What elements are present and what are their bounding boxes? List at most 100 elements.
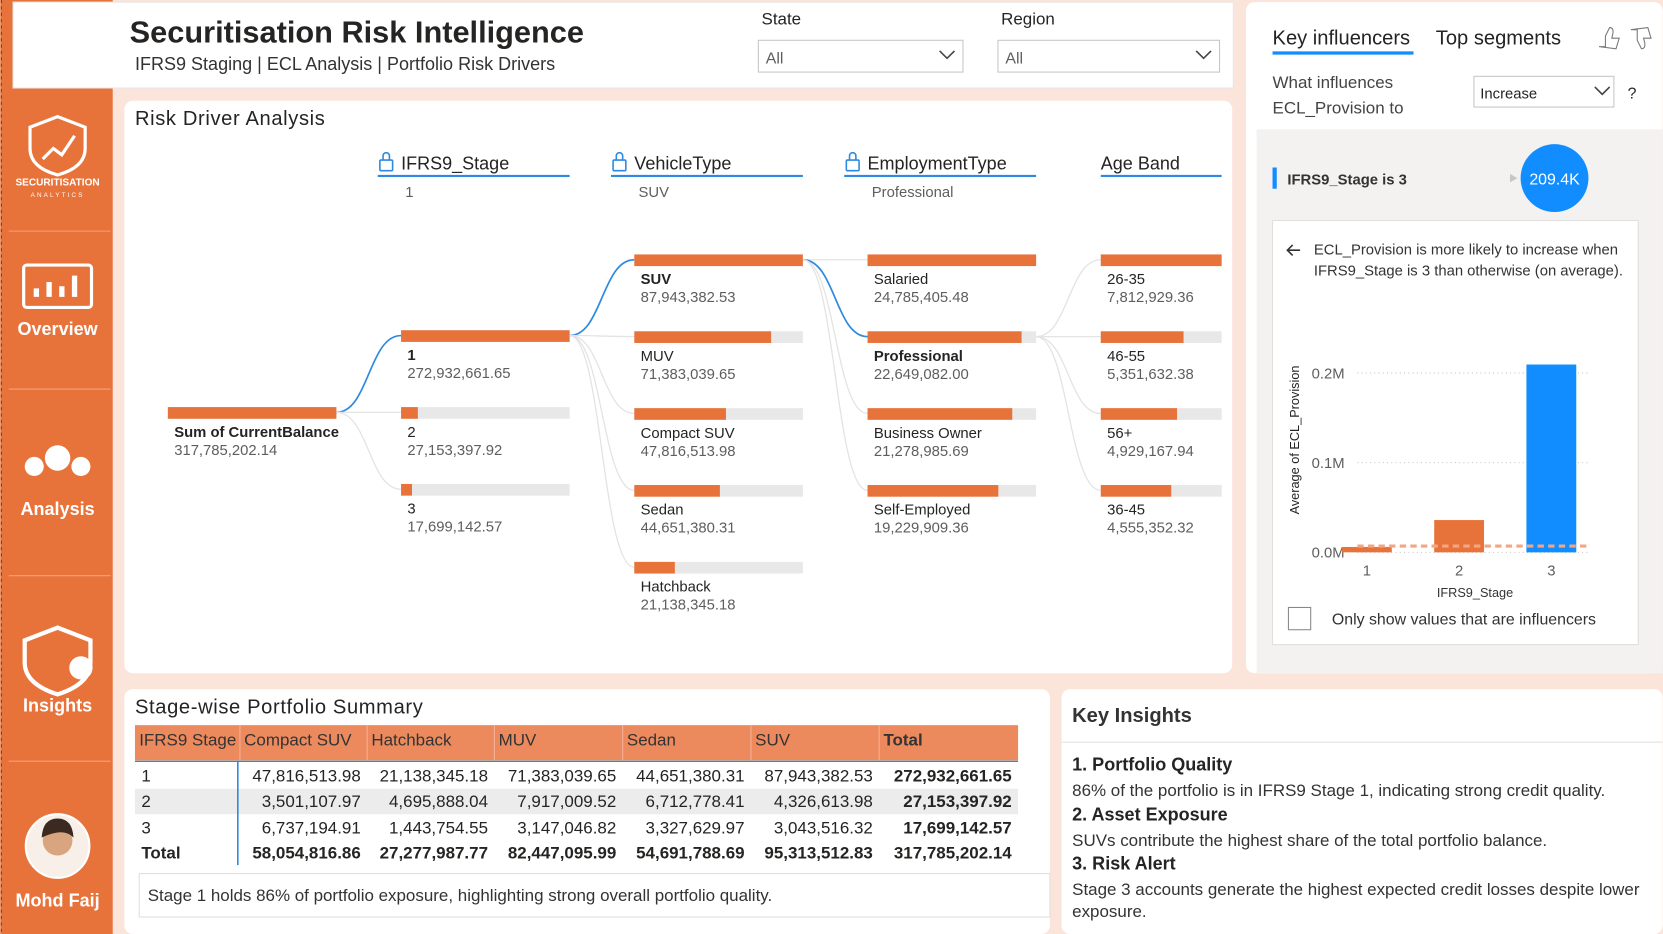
- logo-text: SECURITISATION: [15, 178, 99, 189]
- column-header[interactable]: MUV: [499, 730, 537, 749]
- node-label: Compact SUV: [641, 426, 735, 442]
- nav-icon: [24, 456, 44, 477]
- node-value: 71,383,039.65: [641, 367, 736, 383]
- node-bar: [1100, 485, 1172, 497]
- level-header[interactable]: EmploymentType: [868, 154, 1007, 174]
- node-value: 21,278,985.69: [874, 444, 969, 460]
- bar: [1526, 364, 1577, 553]
- table-cell: 71,383,039.65: [508, 766, 616, 785]
- table-cell: 6,712,778.41: [646, 792, 745, 811]
- table-cell: 44,651,380.31: [636, 766, 744, 785]
- lock-icon: [615, 151, 624, 161]
- lock-icon: [848, 151, 857, 161]
- table-cell: 7,917,009.52: [517, 792, 616, 811]
- lock-icon: [845, 159, 860, 172]
- lock-icon: [612, 159, 627, 172]
- nav-item[interactable]: Overview: [18, 319, 99, 339]
- filter-dropdown[interactable]: [757, 39, 964, 73]
- level-header[interactable]: IFRS9_Stage: [401, 154, 509, 175]
- x-tick-label: 1: [1363, 564, 1371, 580]
- connector: [336, 334, 402, 414]
- node-value: 21,138,345.18: [641, 598, 736, 614]
- text-line: ECL_Provision is more likely to increase…: [1314, 242, 1618, 258]
- insights-panel: [1061, 689, 1663, 934]
- connector: [1036, 335, 1101, 491]
- influencer-label[interactable]: IFRS9_Stage is 3: [1287, 172, 1407, 188]
- nav-icon: [71, 456, 91, 477]
- column-header[interactable]: SUV: [755, 730, 791, 749]
- column-header[interactable]: Sedan: [627, 730, 676, 749]
- influencer-explanation: ECL_Provision is more likely to increase…: [1314, 242, 1623, 279]
- chevron: [939, 50, 956, 60]
- connector: [802, 259, 868, 415]
- node-label: 46-55: [1107, 349, 1145, 365]
- note-box: [138, 873, 1051, 918]
- help[interactable]: ?: [1628, 86, 1637, 103]
- filter-dropdown[interactable]: [997, 39, 1221, 73]
- tab[interactable]: Top segments: [1436, 28, 1561, 50]
- filter-value: All: [1005, 51, 1023, 68]
- text-line: 86% of the portfolio is in IFRS9 Stage 1…: [1072, 781, 1605, 800]
- column-header[interactable]: Hatchback: [371, 730, 452, 749]
- node-value: 22,649,082.00: [874, 367, 969, 383]
- table-cell: 3,327,629.97: [646, 818, 745, 837]
- table-cell: 6,737,194.91: [262, 818, 361, 837]
- x-tick-label: 3: [1547, 564, 1555, 580]
- y-tick-label: 0.1M: [1312, 456, 1345, 472]
- level-header[interactable]: Age Band: [1101, 154, 1180, 174]
- node-bar: [634, 331, 772, 343]
- node-label: Self-Employed: [874, 503, 970, 519]
- connector: [569, 334, 635, 338]
- node-bar: [401, 407, 418, 419]
- influencer-value: 209.4K: [1529, 171, 1580, 188]
- text-line: ECL_Provision to: [1273, 98, 1404, 117]
- level-selection: 1: [405, 185, 413, 201]
- column-header[interactable]: Compact SUV: [244, 730, 352, 749]
- node-label: 56+: [1107, 426, 1132, 442]
- influencer-arrow: [1510, 173, 1518, 183]
- insight-text: Stage 3 accounts generate the highest ex…: [1072, 880, 1640, 921]
- column-header[interactable]: Total: [883, 730, 922, 749]
- root-bar: [167, 407, 337, 419]
- x-tick-label: 2: [1455, 564, 1463, 580]
- tab[interactable]: Key influencers: [1273, 28, 1411, 50]
- bar-track: [401, 407, 570, 419]
- level-header[interactable]: VehicleType: [634, 154, 731, 174]
- table-cell: 3,147,046.82: [517, 818, 616, 837]
- node-bar: [634, 408, 726, 420]
- table-cell: 95,313,512.83: [764, 844, 872, 863]
- filter-value: All: [766, 51, 784, 68]
- column-header[interactable]: IFRS9 Stage: [139, 730, 236, 749]
- back-arrow[interactable]: [1286, 244, 1301, 257]
- node-value: 47,816,513.98: [641, 444, 736, 460]
- table-cell: 87,943,382.53: [764, 766, 872, 785]
- node-value: 317,785,202.14: [174, 443, 277, 459]
- y-tick-label: 0.2M: [1312, 366, 1345, 382]
- node-label: 1: [407, 348, 415, 364]
- node-bar: [867, 254, 1037, 267]
- panel-title: Risk Driver Analysis: [135, 108, 326, 130]
- insight-text: SUVs contribute the highest share of the…: [1072, 831, 1547, 850]
- table-cell: 317,785,202.14: [894, 844, 1012, 863]
- filter-label: State: [762, 9, 802, 28]
- checkbox[interactable]: [1287, 606, 1312, 631]
- insight-heading: 3. Risk Alert: [1072, 853, 1175, 873]
- table-cell: 17,699,142.57: [903, 818, 1011, 837]
- table-cell: 27,153,397.92: [903, 792, 1011, 811]
- text-line: IFRS9_Stage is 3 than otherwise (on aver…: [1314, 264, 1623, 280]
- direction-dropdown[interactable]: [1473, 75, 1615, 108]
- nav-item[interactable]: Insights: [23, 695, 92, 715]
- table-cell: 2: [141, 792, 150, 811]
- nav-icon: [33, 275, 78, 297]
- text-line: SUVs contribute the highest share of the…: [1072, 831, 1547, 850]
- node-label: 2: [407, 425, 415, 441]
- page-title: Securitisation Risk Intelligence: [130, 14, 584, 49]
- panel-title: Stage-wise Portfolio Summary: [135, 696, 424, 718]
- nav-item[interactable]: Analysis: [21, 499, 95, 519]
- thumbs-down[interactable]: [1630, 26, 1652, 50]
- connector: [802, 259, 868, 491]
- thumbs-up[interactable]: [1598, 27, 1620, 50]
